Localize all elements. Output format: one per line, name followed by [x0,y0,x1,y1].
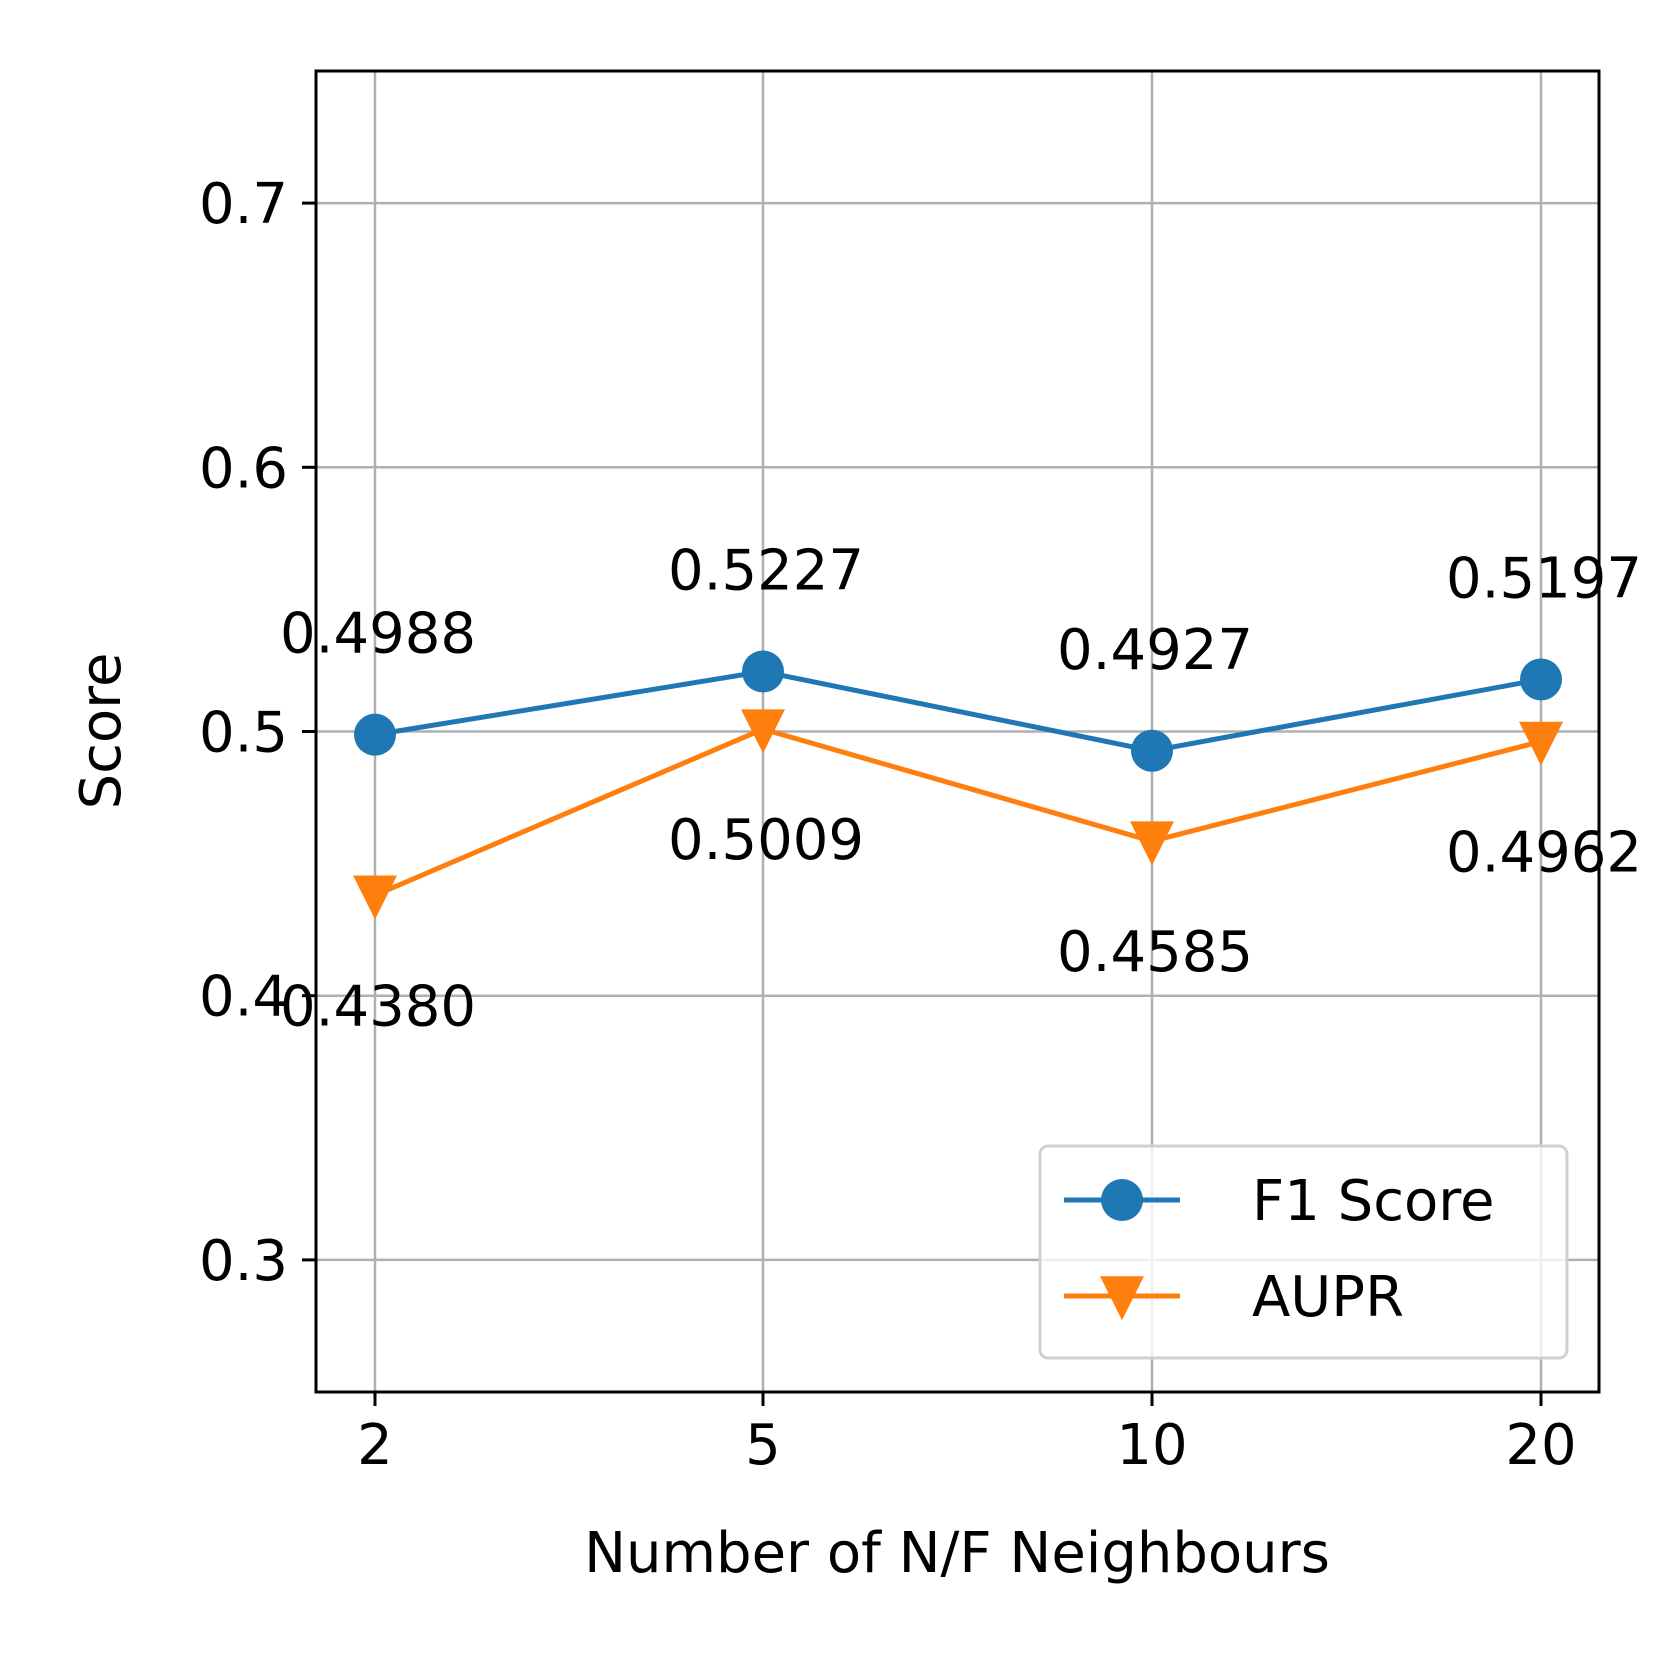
data-point [1520,658,1562,701]
y-tick-label: 0.5 [199,701,288,766]
x-tick-label: 20 [1505,1413,1576,1478]
y-axis-label: Score [69,653,134,810]
series-line-f1-score [374,669,1542,754]
data-label: 0.4380 [280,974,476,1039]
data-point [1131,729,1173,772]
x-axis-label: Number of N/F Neighbours [584,1521,1330,1586]
data-label: 0.5227 [668,539,864,604]
data-point [1519,721,1563,766]
legend: F1 Score AUPR [1038,1144,1569,1360]
legend-label: F1 Score [1252,1169,1494,1234]
data-label: 0.4962 [1446,821,1642,886]
legend-label: AUPR [1252,1265,1404,1330]
legend-marker [1101,1179,1143,1221]
series-line-aupr [374,726,1542,898]
y-tick-label: 0.7 [199,172,288,237]
data-label: 0.5009 [668,808,864,873]
data-label: 0.4988 [280,602,476,667]
series-layer [353,650,1563,920]
x-tick-label: 10 [1116,1413,1187,1478]
data-point [1130,821,1174,866]
y-tick-label: 0.4 [199,965,288,1030]
axes: 2 5 10 20 0.3 0.4 0.5 0.6 0.7 [199,172,1577,1478]
data-labels: 0.4988 0.5227 0.4927 0.5197 0.4380 0.5009 0.45… [280,539,1642,1040]
data-point [742,650,784,693]
x-tick-label: 2 [357,1413,393,1478]
data-label: 0.5197 [1446,546,1642,611]
y-tick-label: 0.6 [199,436,288,501]
data-label: 0.4585 [1057,920,1253,985]
x-tick-label: 5 [745,1413,781,1478]
y-tick-label: 0.3 [199,1229,288,1294]
data-point [741,709,785,754]
legend-marker [1100,1276,1144,1321]
data-label: 0.4927 [1057,618,1253,683]
data-point [353,875,397,920]
data-point [354,713,396,756]
